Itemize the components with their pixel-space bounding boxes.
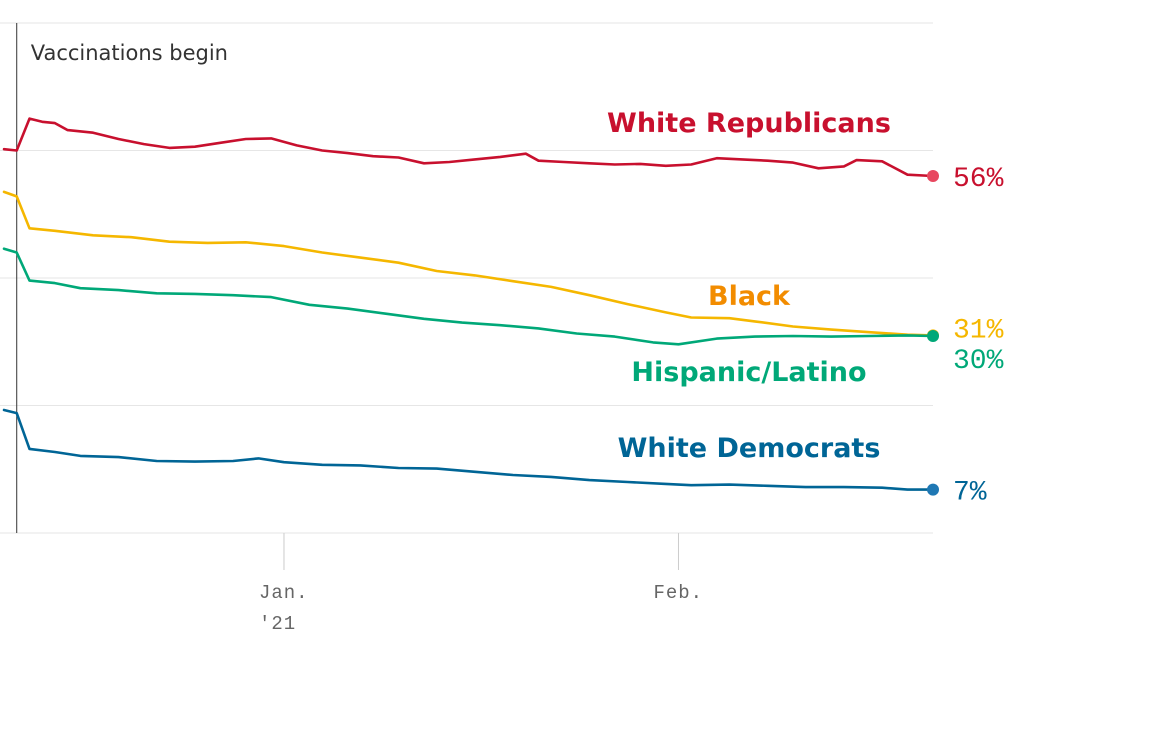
x-tick-sublabel: '21 [259, 613, 296, 635]
end-marker-hispanic-latino [927, 330, 939, 343]
end-marker-white-democrats [927, 483, 939, 496]
end-value-hispanic-latino: 30% [953, 346, 1004, 377]
end-value-black: 31% [953, 315, 1004, 346]
end-value-white-republicans: 56% [953, 164, 1004, 195]
annotation-label: Vaccinations begin [31, 41, 228, 65]
series-line-white-democrats [2, 408, 935, 491]
series-lines [2, 117, 935, 491]
annotations: Vaccinations begin [16, 23, 228, 533]
series-name-black: Black [708, 281, 791, 312]
series-line-white-republicans [2, 117, 935, 178]
series-name-white-republicans: White Republicans [607, 108, 891, 139]
x-tick-label: Feb. [653, 582, 703, 604]
gridlines [0, 22, 933, 534]
series-labels: 56% White Republicans 31% Black 30% Hispanic/… [607, 108, 1004, 509]
series-line-black [2, 190, 935, 337]
series-name-hispanic-latino: Hispanic/Latino [631, 357, 866, 388]
series-name-white-democrats: White Democrats [618, 433, 881, 464]
series-line-hispanic-latino [2, 247, 935, 346]
x-tick-label: Jan. [259, 582, 309, 604]
end-marker-white-republicans [927, 170, 939, 182]
x-axis: Jan. '21 Feb. [259, 533, 703, 635]
end-value-white-democrats: 7% [953, 478, 987, 509]
